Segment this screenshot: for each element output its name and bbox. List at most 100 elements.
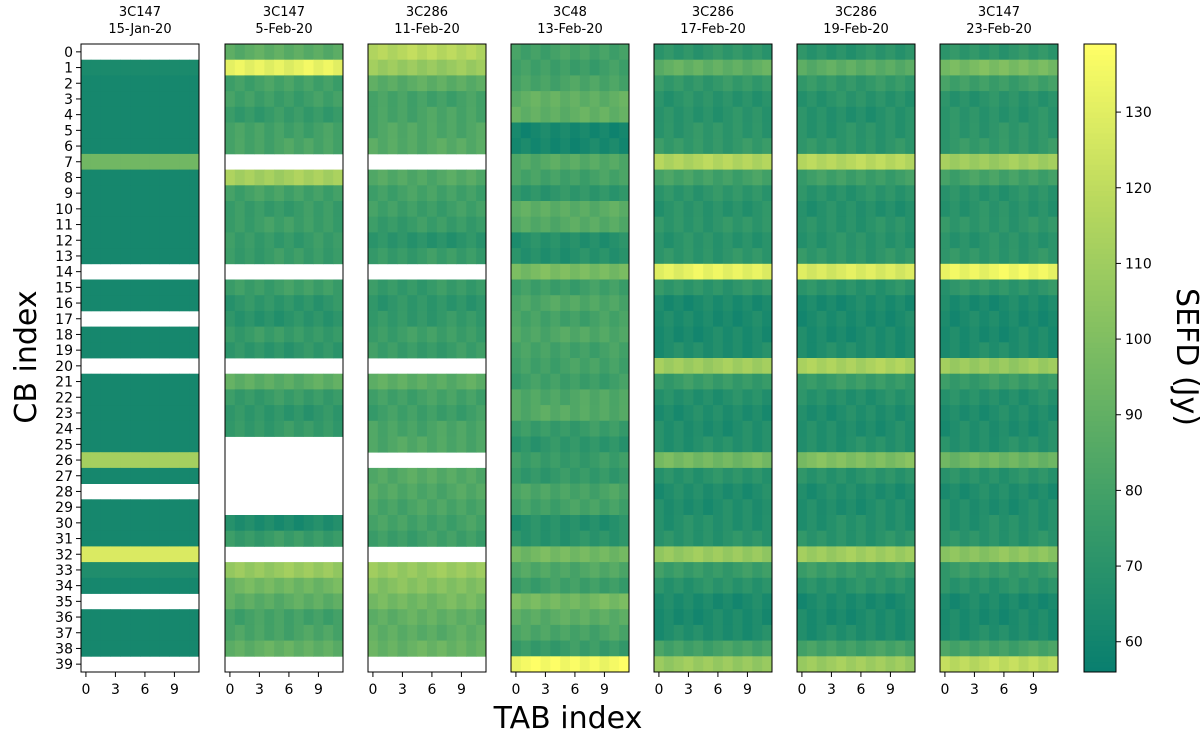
heatmap-cell <box>436 640 448 657</box>
heatmap-cell <box>836 420 847 437</box>
heatmap-cell <box>446 248 457 265</box>
heatmap-cell <box>940 342 951 359</box>
heatmap-cell <box>1038 153 1049 170</box>
heatmap-cell <box>865 216 877 233</box>
heatmap-cell <box>609 467 620 484</box>
heatmap-cell <box>511 656 522 673</box>
heatmap-cell <box>81 577 92 594</box>
x-tick-label: 6 <box>140 682 149 698</box>
heatmap-cell <box>303 609 314 626</box>
heatmap-cell <box>846 530 857 547</box>
heatmap-cell <box>323 624 334 641</box>
heatmap-cell <box>905 138 916 155</box>
heatmap-cell <box>989 310 1000 327</box>
heatmap-cell <box>816 169 827 186</box>
heatmap-cell <box>865 310 877 327</box>
heatmap-cell <box>446 279 457 296</box>
heatmap-cell <box>110 326 121 343</box>
heatmap-cell <box>293 169 305 186</box>
heatmap-cell <box>284 122 295 139</box>
heatmap-cell <box>1018 389 1029 406</box>
heatmap-cell <box>579 405 591 422</box>
heatmap-cell <box>673 342 684 359</box>
heatmap-cell <box>589 640 600 657</box>
heatmap-cell <box>540 436 551 453</box>
heatmap-cell <box>149 201 161 218</box>
heatmap-cell <box>846 248 857 265</box>
heatmap-cell <box>836 358 847 375</box>
heatmap-cell <box>1018 201 1029 218</box>
heatmap-cell <box>940 232 951 249</box>
colorbar-segment <box>1084 253 1116 260</box>
heatmap-cell <box>149 216 161 233</box>
heatmap-cell <box>540 389 551 406</box>
heatmap-cell <box>816 593 827 610</box>
heatmap-cell <box>293 373 305 390</box>
heatmap-cell <box>284 624 295 641</box>
heatmap-cell <box>905 201 916 218</box>
heatmap-cell <box>90 467 102 484</box>
heatmap-cell <box>856 342 867 359</box>
heatmap-cell <box>149 185 161 202</box>
heatmap-cell <box>81 279 92 296</box>
heatmap-cell <box>427 577 438 594</box>
heatmap-cell <box>179 577 190 594</box>
heatmap-cell <box>599 75 610 92</box>
heatmap-cell <box>149 138 161 155</box>
colorbar-segment <box>1084 216 1116 223</box>
heatmap-cell <box>189 530 200 547</box>
heatmap-cell <box>732 405 743 422</box>
heatmap-cell <box>100 342 111 359</box>
heatmap-cell <box>1008 75 1020 92</box>
colorbar-segment <box>1084 462 1116 469</box>
heatmap-cell <box>693 310 704 327</box>
heatmap-cell <box>560 295 571 312</box>
heatmap-cell <box>264 530 275 547</box>
heatmap-cell <box>816 138 827 155</box>
heatmap-cell <box>663 153 675 170</box>
heatmap-cell <box>693 169 704 186</box>
heatmap-cell <box>550 75 561 92</box>
heatmap-cell <box>333 44 344 61</box>
heatmap-cell <box>654 153 665 170</box>
heatmap-cell <box>722 201 734 218</box>
heatmap-cell <box>836 436 847 453</box>
heatmap-cell <box>752 201 763 218</box>
heatmap-cell <box>81 106 92 123</box>
heatmap-cell <box>1018 640 1029 657</box>
heatmap-cell <box>520 530 532 547</box>
heatmap-cell <box>110 216 121 233</box>
heatmap-cell <box>609 452 620 469</box>
heatmap-cell <box>856 373 867 390</box>
heatmap-cell <box>579 515 591 532</box>
heatmap-cell <box>377 310 389 327</box>
colorbar-segment <box>1084 399 1116 406</box>
heatmap-cell <box>313 75 324 92</box>
heatmap-cell <box>856 279 867 296</box>
heatmap-cell <box>619 530 630 547</box>
heatmap-cell <box>836 593 847 610</box>
heatmap-cell <box>130 389 141 406</box>
heatmap-cell <box>520 138 532 155</box>
heatmap-cell <box>895 515 906 532</box>
heatmap-cell <box>368 389 379 406</box>
heatmap-cell <box>865 44 877 61</box>
heatmap-cell <box>865 452 877 469</box>
heatmap-cell <box>397 279 408 296</box>
heatmap-cell <box>979 358 990 375</box>
heatmap-cell <box>397 483 408 500</box>
heatmap-cell <box>446 640 457 657</box>
heatmap-cell <box>856 263 867 280</box>
heatmap-cell <box>169 640 180 657</box>
heatmap-cell <box>110 342 121 359</box>
heatmap-cell <box>742 201 753 218</box>
heatmap-cell <box>179 216 190 233</box>
heatmap-cell <box>530 248 541 265</box>
heatmap-cell <box>570 467 581 484</box>
heatmap-cell <box>989 656 1000 673</box>
heatmap-cell <box>189 153 200 170</box>
heatmap-cell <box>530 59 541 76</box>
heatmap-cell <box>570 201 581 218</box>
heatmap-cell <box>446 44 457 61</box>
heatmap-cell <box>619 279 630 296</box>
